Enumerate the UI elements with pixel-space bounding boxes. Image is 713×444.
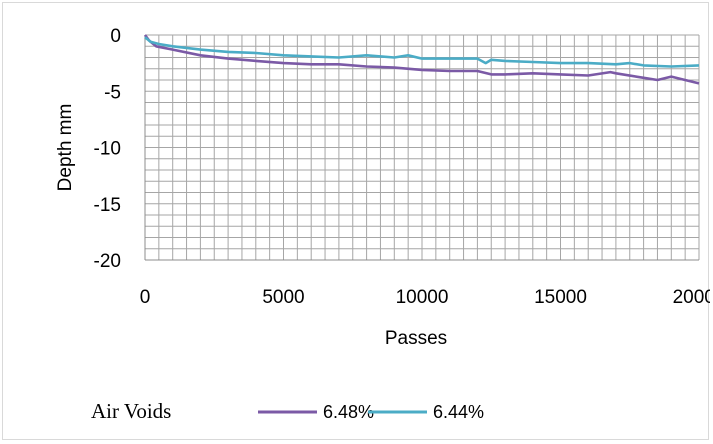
legend-label-6.48: 6.48% bbox=[323, 402, 374, 422]
chart-frame: 0 -5 -10 -15 -20 0 5000 10000 15000 20000 Depth m… bbox=[2, 2, 710, 440]
x-tick-label: 20000 bbox=[673, 287, 710, 308]
y-axis-title: Depth mm bbox=[55, 104, 76, 192]
line-chart: 0 -5 -10 -15 -20 0 5000 10000 15000 20000 Depth m… bbox=[55, 26, 710, 423]
x-axis-title: Passes bbox=[385, 328, 447, 349]
series-line-6.48% bbox=[143, 34, 700, 85]
y-tick-label: -15 bbox=[94, 195, 121, 216]
x-tick-label: 10000 bbox=[396, 287, 449, 308]
legend-title: Air Voids bbox=[91, 399, 171, 423]
x-tick-label: 0 bbox=[140, 287, 151, 308]
x-tick-label: 15000 bbox=[534, 287, 587, 308]
legend: Air Voids 6.48% 6.44% bbox=[91, 399, 484, 423]
grid bbox=[144, 34, 700, 261]
y-tick-label: -10 bbox=[94, 139, 121, 160]
y-tick-label: 0 bbox=[110, 26, 121, 47]
legend-label-6.44: 6.44% bbox=[433, 402, 484, 422]
x-tick-label: 5000 bbox=[262, 287, 304, 308]
y-tick-label: -5 bbox=[104, 82, 121, 103]
tick-labels: 0 -5 -10 -15 -20 0 5000 10000 15000 20000 bbox=[94, 26, 710, 308]
series-lines bbox=[143, 34, 700, 85]
y-tick-label: -20 bbox=[94, 251, 121, 272]
series-line-6.44% bbox=[144, 36, 700, 68]
